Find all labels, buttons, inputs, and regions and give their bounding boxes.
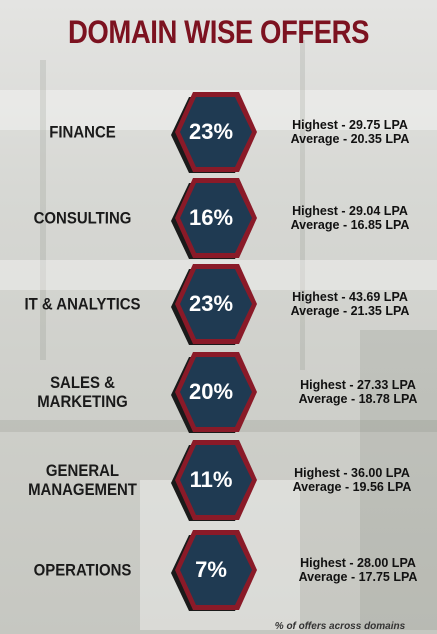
percent-hexagon: 16% (163, 174, 259, 262)
domain-name: GENERAL MANAGEMENT (19, 461, 147, 499)
percent-hexagon: 20% (163, 348, 259, 436)
footnote: % of offers across domains (274, 621, 406, 632)
domain-name-line1: GENERAL (45, 461, 120, 480)
domain-name: IT & ANALYTICS (24, 294, 141, 314)
domain-stats: Highest - 29.04 LPA Average - 16.85 LPA (270, 204, 430, 232)
domain-name-line1: SALES & (50, 373, 115, 392)
domain-row-it-analytics: IT & ANALYTICS 23% Highest - 43.69 LPA A… (0, 260, 437, 348)
domain-row-consulting: CONSULTING 16% Highest - 29.04 LPA Avera… (0, 174, 437, 262)
domain-name-line2: MARKETING (37, 392, 128, 411)
domain-stats: Highest - 43.69 LPA Average - 21.35 LPA (270, 290, 430, 318)
highest-salary: Highest - 29.04 LPA (292, 204, 408, 218)
domain-percent: 23% (188, 291, 234, 316)
domain-name: OPERATIONS (33, 560, 132, 580)
domain-percent: 11% (189, 467, 233, 492)
domain-stats: Highest - 27.33 LPA Average - 18.78 LPA (278, 378, 437, 406)
domain-percent: 7% (195, 557, 227, 582)
page-title: DOMAIN WISE OFFERS (67, 14, 370, 50)
average-salary: Average - 17.75 LPA (298, 570, 418, 584)
domain-row-sales-marketing: SALES & MARKETING 20% Highest - 27.33 LP… (0, 348, 437, 436)
domain-percent: 16% (188, 205, 234, 230)
average-salary: Average - 21.35 LPA (290, 304, 410, 318)
highest-salary: Highest - 28.00 LPA (300, 556, 416, 570)
percent-hexagon: 23% (163, 260, 259, 348)
domain-row-finance: FINANCE 23% Highest - 29.75 LPA Average … (0, 88, 437, 176)
highest-salary: Highest - 27.33 LPA (300, 378, 416, 392)
percent-hexagon: 11% (163, 436, 259, 524)
domain-stats: Highest - 29.75 LPA Average - 20.35 LPA (270, 118, 430, 146)
domain-stats: Highest - 36.00 LPA Average - 19.56 LPA (272, 466, 432, 494)
highest-salary: Highest - 36.00 LPA (294, 466, 410, 480)
percent-hexagon: 23% (163, 88, 259, 176)
percent-hexagon: 7% (163, 526, 259, 614)
average-salary: Average - 20.35 LPA (290, 132, 410, 146)
domain-name: SALES & MARKETING (19, 373, 147, 411)
domain-percent: 20% (188, 379, 234, 404)
average-salary: Average - 18.78 LPA (298, 392, 418, 406)
domain-name: CONSULTING (33, 208, 132, 228)
domain-percent: 23% (188, 119, 234, 144)
domain-name-line2: MANAGEMENT (28, 480, 137, 499)
highest-salary: Highest - 43.69 LPA (292, 290, 408, 304)
average-salary: Average - 16.85 LPA (290, 218, 410, 232)
domain-name: FINANCE (49, 122, 116, 142)
domain-row-operations: OPERATIONS 7% Highest - 28.00 LPA Averag… (0, 526, 437, 614)
average-salary: Average - 19.56 LPA (292, 480, 412, 494)
domain-stats: Highest - 28.00 LPA Average - 17.75 LPA (278, 556, 437, 584)
highest-salary: Highest - 29.75 LPA (292, 118, 408, 132)
domain-row-general-management: GENERAL MANAGEMENT 11% Highest - 36.00 L… (0, 436, 437, 524)
